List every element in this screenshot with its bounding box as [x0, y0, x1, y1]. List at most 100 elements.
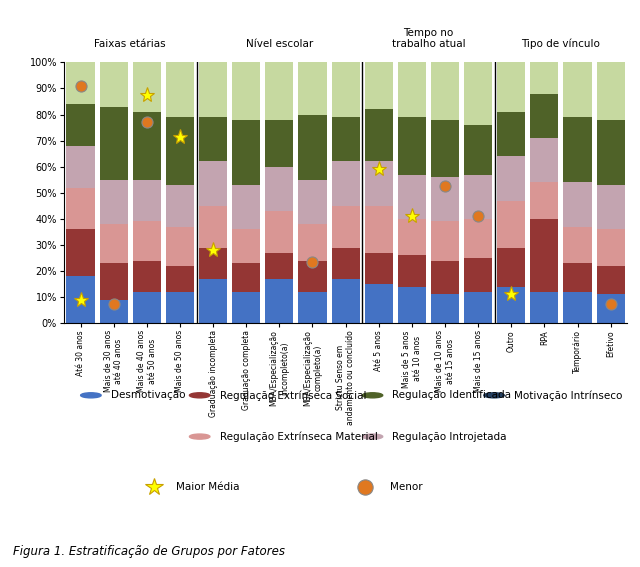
Bar [497, 287, 525, 323]
Text: Regulação Introjetada: Regulação Introjetada [392, 431, 507, 442]
Bar [67, 104, 95, 146]
Text: Nível escolar: Nível escolar [246, 39, 313, 49]
Bar [398, 287, 426, 323]
Bar [398, 255, 426, 287]
Text: Regulação Extrínseca Material: Regulação Extrínseca Material [220, 431, 378, 442]
Circle shape [189, 393, 210, 398]
Bar [497, 248, 525, 287]
Text: Regulação Identificada: Regulação Identificada [392, 390, 511, 400]
Bar [497, 156, 525, 201]
Bar [497, 201, 525, 248]
Bar [298, 115, 326, 180]
Bar [398, 219, 426, 255]
Bar [132, 292, 161, 323]
Bar [464, 125, 492, 175]
Bar [398, 62, 426, 117]
Bar [365, 62, 393, 109]
Bar [166, 266, 194, 292]
Bar [132, 261, 161, 292]
Circle shape [362, 434, 383, 439]
Bar [132, 222, 161, 261]
Bar [67, 146, 95, 188]
Bar [265, 211, 293, 253]
Bar [199, 62, 227, 117]
Bar [265, 62, 293, 120]
Text: Desmotivação: Desmotivação [111, 390, 185, 400]
Bar [332, 206, 360, 248]
Bar [563, 183, 591, 227]
Text: Tempo no
trabalho atual: Tempo no trabalho atual [392, 28, 465, 49]
Bar [265, 279, 293, 323]
Bar [232, 292, 260, 323]
Circle shape [362, 393, 383, 398]
Bar [100, 300, 128, 323]
Bar [332, 162, 360, 206]
Text: Menor: Menor [390, 483, 423, 492]
Bar [265, 167, 293, 211]
Bar [265, 253, 293, 279]
Bar [166, 227, 194, 266]
Text: Regulação Extrínseca Social: Regulação Extrínseca Social [220, 390, 366, 400]
Bar [67, 229, 95, 276]
Bar [265, 120, 293, 167]
Text: Faixas etárias: Faixas etárias [95, 39, 166, 49]
Bar [332, 248, 360, 279]
Bar [398, 117, 426, 175]
Bar [232, 229, 260, 263]
Bar [464, 219, 492, 258]
Bar [464, 292, 492, 323]
Bar [100, 263, 128, 300]
Bar [596, 266, 625, 294]
Bar [563, 117, 591, 183]
Bar [298, 292, 326, 323]
Bar [431, 177, 459, 222]
Bar [531, 292, 559, 323]
Bar [563, 263, 591, 292]
Bar [596, 294, 625, 323]
Circle shape [81, 393, 101, 398]
Bar [199, 206, 227, 248]
Bar [232, 120, 260, 185]
Bar [100, 180, 128, 224]
Bar [199, 162, 227, 206]
Bar [67, 276, 95, 323]
Bar [166, 117, 194, 185]
Bar [199, 279, 227, 323]
Bar [132, 62, 161, 112]
Bar [232, 62, 260, 120]
Bar [464, 175, 492, 219]
Bar [531, 219, 559, 292]
Bar [132, 112, 161, 180]
Bar [199, 117, 227, 162]
Bar [563, 227, 591, 263]
Bar [298, 62, 326, 115]
Text: Figura 1. Estratificação de Grupos por Fatores: Figura 1. Estratificação de Grupos por F… [13, 545, 285, 558]
Bar [298, 180, 326, 224]
Bar [596, 229, 625, 266]
Bar [531, 138, 559, 183]
Circle shape [189, 434, 210, 439]
Bar [531, 183, 559, 219]
Bar [298, 224, 326, 261]
Text: Tipo de vínculo: Tipo de vínculo [522, 39, 600, 49]
Bar [100, 62, 128, 107]
Bar [431, 222, 459, 261]
Bar [596, 62, 625, 120]
Text: Motivação Intrínseco: Motivação Intrínseco [514, 390, 622, 400]
Bar [232, 185, 260, 229]
Bar [365, 284, 393, 323]
Bar [166, 185, 194, 227]
Bar [398, 175, 426, 219]
Bar [199, 248, 227, 279]
Bar [531, 94, 559, 138]
Bar [431, 261, 459, 294]
Bar [166, 292, 194, 323]
Bar [100, 224, 128, 263]
Bar [563, 292, 591, 323]
Bar [166, 62, 194, 117]
Bar [365, 109, 393, 162]
Bar [431, 294, 459, 323]
Bar [365, 206, 393, 253]
Bar [332, 62, 360, 117]
Bar [232, 263, 260, 292]
